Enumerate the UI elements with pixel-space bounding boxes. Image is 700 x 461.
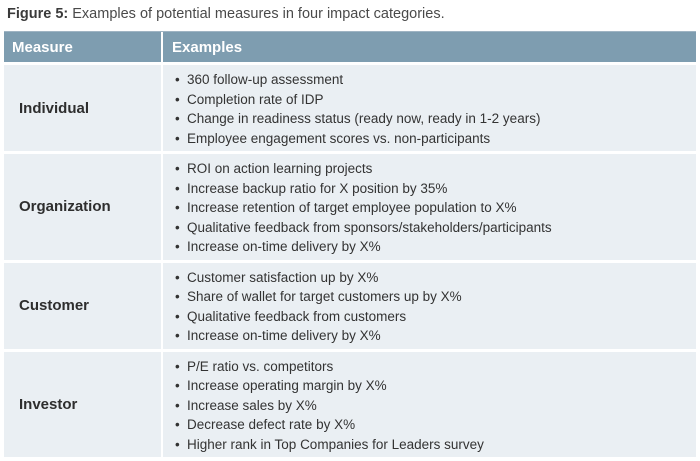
example-text: Increase retention of target employee po…	[187, 200, 517, 215]
table-row: Investor • P/E ratio vs. competitors • Incre…	[4, 348, 696, 458]
bullet-icon: •	[175, 436, 180, 452]
table-row: Customer • Customer satisfaction up by X% •…	[4, 259, 696, 349]
example-text: 360 follow-up assessment	[187, 72, 344, 87]
example-text: Share of wallet for target customers up …	[187, 289, 462, 304]
examples-list: • P/E ratio vs. competitors • Increase oper…	[163, 352, 484, 458]
example-text: Qualitative feedback from sponsors/stake…	[187, 219, 552, 235]
example-text: Increase backup ratio for X position by …	[187, 180, 448, 196]
measure-label: Investor	[4, 351, 163, 457]
figure-caption: Figure 5: Examples of potential measures…	[7, 6, 445, 22]
example-item: • Qualitative feedback from sponsors/stak…	[175, 218, 552, 238]
example-item: • P/E ratio vs. competitors	[175, 357, 484, 377]
bullet-icon: •	[175, 417, 180, 432]
example-text: Increase on-time delivery by X%	[187, 239, 381, 254]
examples-list: • 360 follow-up assessment • Completion rat…	[163, 65, 540, 151]
example-item: • Increase backup ratio for X position by…	[175, 179, 552, 199]
bullet-icon: •	[175, 269, 180, 285]
bullet-icon: •	[175, 72, 180, 87]
example-text: P/E ratio vs. competitors	[187, 358, 334, 374]
measure-label: Customer	[4, 262, 163, 349]
example-item: • Increase on-time delivery by X%	[175, 237, 552, 257]
figure-caption-text: Examples of potential measures in four i…	[68, 6, 445, 22]
measures-table: Measure Examples Individual • 360 follow-u…	[4, 31, 696, 457]
example-item: • Decrease defect rate by X%	[175, 415, 484, 435]
figure-label: Figure 5:	[7, 6, 69, 22]
bullet-icon: •	[175, 239, 180, 254]
table-row: Organization • ROI on action learning proj…	[4, 151, 696, 260]
bullet-icon: •	[175, 378, 180, 393]
bullet-icon: •	[175, 180, 180, 196]
examples-list: • Customer satisfaction up by X% • Share of…	[163, 263, 462, 349]
bullet-icon: •	[175, 161, 180, 176]
example-item: • ROI on action learning projects	[175, 159, 552, 179]
bullet-icon: •	[175, 308, 180, 324]
example-text: Change in readiness status (ready now, r…	[187, 111, 541, 126]
header-examples: Examples	[172, 38, 243, 56]
example-item: • Increase sales by X%	[175, 396, 484, 416]
example-item: • Increase operating margin by X%	[175, 376, 484, 396]
example-item: • Employee engagement scores vs. non-part…	[175, 129, 540, 149]
example-item: • Share of wallet for target customers up…	[175, 287, 462, 307]
measure-label: Individual	[4, 65, 163, 151]
example-item: • Completion rate of IDP	[175, 90, 540, 110]
example-text: Qualitative feedback from customers	[187, 308, 407, 324]
bullet-icon: •	[175, 219, 180, 235]
table-row: Individual • 360 follow-up assessment • Comp…	[4, 62, 696, 151]
table-body: Individual • 360 follow-up assessment • Comp…	[4, 62, 696, 457]
bullet-icon: •	[175, 130, 180, 146]
example-text: Decrease defect rate by X%	[187, 417, 356, 432]
example-item: • Change in readiness status (ready now, …	[175, 109, 540, 129]
example-text: Increase sales by X%	[187, 397, 317, 413]
header-measure: Measure	[4, 32, 163, 62]
example-item: • Customer satisfaction up by X%	[175, 268, 462, 288]
example-text: Completion rate of IDP	[187, 91, 324, 107]
example-text: Increase on-time delivery by X%	[187, 328, 381, 343]
examples-list: • ROI on action learning projects • Increas…	[163, 154, 552, 260]
bullet-icon: •	[175, 289, 180, 304]
example-text: Employee engagement scores vs. non-parti…	[187, 130, 491, 146]
example-item: • Qualitative feedback from customers	[175, 307, 462, 327]
example-text: Increase operating margin by X%	[187, 378, 387, 393]
example-text: Higher rank in Top Companies for Leaders…	[187, 436, 484, 452]
bullet-icon: •	[175, 91, 180, 107]
bullet-icon: •	[175, 328, 180, 343]
bullet-icon: •	[175, 111, 180, 126]
example-item: • Increase retention of target employee p…	[175, 198, 552, 218]
bullet-icon: •	[175, 358, 180, 374]
example-text: ROI on action learning projects	[187, 161, 373, 176]
measure-label: Organization	[4, 154, 163, 260]
bullet-icon: •	[175, 397, 180, 413]
example-text: Customer satisfaction up by X%	[187, 269, 379, 285]
example-item: • 360 follow-up assessment	[175, 70, 540, 90]
bullet-icon: •	[175, 200, 180, 215]
example-item: • Higher rank in Top Companies for Leader…	[175, 435, 484, 455]
example-item: • Increase on-time delivery by X%	[175, 326, 462, 346]
table-header: Measure Examples	[4, 32, 696, 62]
